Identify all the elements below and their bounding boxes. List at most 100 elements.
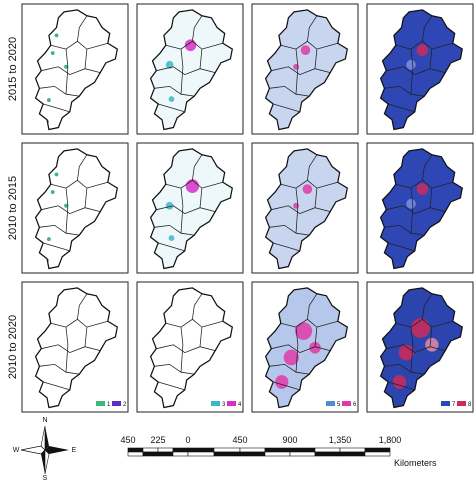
scale-segment [172,447,189,453]
highlight [185,179,200,194]
scale-segment [127,451,144,457]
highlight [302,184,313,194]
scale-segment [364,451,391,457]
highlight [54,33,59,38]
scale-segment [314,451,341,457]
legend-swatch [227,401,236,406]
district-lines [39,293,108,391]
district-lines [384,293,453,391]
highlight [50,190,55,194]
map [149,9,233,131]
scale-segment [289,447,316,453]
district-lines [269,15,338,113]
highlight [406,59,416,70]
scale-unit: Kilometers [394,458,437,468]
legend-label: 7 [452,402,456,408]
legend-label: 1 [107,402,111,408]
legend-label: 4 [238,402,242,408]
highlight [275,375,289,389]
highlight [64,64,68,69]
legend-label: 3 [222,402,226,408]
district-lines [269,154,338,252]
legend-swatch [326,401,335,406]
scale-tick-label: 900 [282,435,297,445]
map-highlights [392,318,439,389]
district-lines [384,154,453,252]
highlight [64,203,68,208]
highlight [309,341,321,354]
map [149,148,233,270]
map-panel [251,3,359,135]
scale-tick-label: 225 [150,435,165,445]
highlight [295,322,313,340]
map [34,287,118,409]
scale-tick-label: 0 [185,435,190,445]
map [264,148,348,270]
scale-segment [264,447,291,453]
map-highlights [165,39,197,103]
highlight [406,198,416,209]
district-lines [154,293,223,391]
highlight [425,337,439,352]
scale-segment [172,451,189,457]
highlight [168,96,175,103]
district-lines [39,154,108,252]
scale-segment [239,451,266,457]
district-lines [384,15,453,113]
scale-tick-label: 1,800 [379,435,402,445]
highlight [50,51,55,55]
map-highlights [406,183,429,209]
highlight [47,237,51,242]
map [264,287,348,409]
scale-segment [289,451,316,457]
row-label: 2015 to 2020 [7,37,19,101]
scale-segment [157,451,174,457]
highlight [283,349,299,366]
highlight [411,318,430,338]
legend-swatch [96,401,105,406]
scale-segment [339,451,366,457]
scale-segment [339,447,366,453]
row-label: 2010 to 2015 [7,176,19,240]
highlight [168,235,175,242]
compass-e: E [72,447,77,454]
legend-label: 6 [353,402,357,408]
map-panel [136,142,244,274]
scale-bar: 450 225 0 450 900 1,350 1,800 Kilometers [120,435,437,468]
scale-tick-label: 1,350 [329,435,352,445]
scale-segment [213,451,241,457]
highlight [300,45,311,55]
map [379,9,463,131]
compass-n: N [42,417,47,424]
scale-segment [239,447,266,453]
legend-swatch [211,401,220,406]
highlight [392,375,407,389]
highlight [165,60,174,69]
highlight [54,172,59,177]
district-lines [39,15,108,113]
scale-tick-label: 450 [120,435,135,445]
legend-label: 5 [337,402,341,408]
district-lines [269,293,338,391]
map-panel [136,3,244,135]
highlight [416,183,429,195]
scale-segment [157,447,174,453]
compass: N S W E [13,417,77,482]
scale-segment [213,447,241,453]
map-panel [21,3,129,135]
highlight [416,44,429,56]
scale-segment [187,447,215,453]
row-label: 2010 to 2020 [7,315,19,379]
scale-segment [364,447,391,453]
legend-swatch [441,401,450,406]
map [379,148,463,270]
map-panel [366,142,474,274]
district-lines [154,15,223,113]
scale-segment [127,447,144,453]
highlight [398,344,414,361]
map [149,287,233,409]
